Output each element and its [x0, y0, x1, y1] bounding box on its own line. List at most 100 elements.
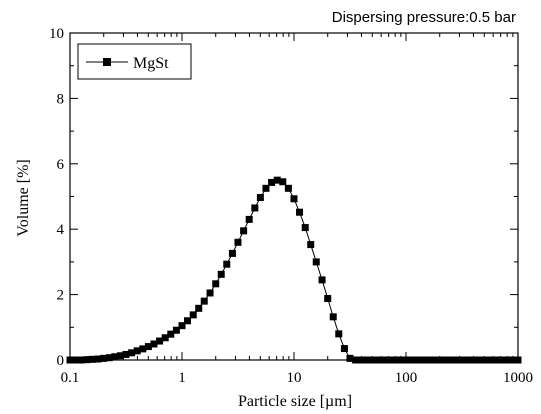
data-point	[144, 343, 152, 351]
data-point	[324, 295, 332, 303]
data-point	[161, 334, 169, 342]
data-point	[116, 352, 124, 360]
x-tick-label: 100	[395, 370, 418, 386]
data-point	[413, 356, 421, 364]
data-point	[441, 356, 449, 364]
data-point	[385, 356, 393, 364]
data-point	[105, 354, 113, 362]
data-point	[357, 356, 365, 364]
data-point	[430, 356, 438, 364]
series-layer	[66, 176, 522, 364]
data-point	[178, 322, 186, 330]
data-point	[212, 280, 220, 288]
data-point	[508, 356, 516, 364]
data-point	[111, 353, 119, 361]
data-point	[486, 356, 494, 364]
x-tick-label: 10	[287, 370, 302, 386]
data-point	[273, 176, 281, 184]
data-point	[436, 356, 444, 364]
data-point	[88, 355, 96, 363]
data-point	[251, 204, 259, 212]
legend-label-mgst: MgSt	[133, 55, 169, 72]
data-point	[492, 356, 500, 364]
y-tick-label: 2	[57, 288, 65, 304]
data-point	[363, 356, 371, 364]
data-point	[66, 356, 74, 364]
data-point	[245, 215, 253, 223]
y-tick-label: 8	[57, 91, 65, 107]
data-point	[368, 356, 376, 364]
data-point	[139, 345, 147, 353]
y-tick-label: 4	[57, 222, 65, 238]
data-point	[301, 224, 309, 232]
data-point	[307, 241, 315, 249]
data-point	[380, 356, 388, 364]
series-line-mgst	[70, 179, 518, 361]
data-point	[290, 195, 298, 203]
data-point	[396, 356, 404, 364]
data-point	[284, 184, 292, 192]
data-point	[458, 356, 466, 364]
data-point	[374, 356, 382, 364]
data-point	[318, 276, 326, 284]
data-point	[346, 354, 354, 362]
data-point	[83, 356, 91, 364]
data-point	[100, 354, 108, 362]
data-point	[223, 260, 231, 268]
x-axis-title: Particle size [µm]	[238, 393, 352, 410]
data-point	[256, 193, 264, 201]
data-point	[335, 330, 343, 338]
data-point	[200, 297, 208, 305]
data-point	[206, 289, 214, 297]
y-tick-label: 6	[57, 157, 65, 173]
data-point	[391, 356, 399, 364]
data-point	[156, 337, 164, 345]
data-point	[128, 349, 136, 357]
data-point	[464, 356, 472, 364]
data-point	[268, 178, 276, 186]
data-point	[234, 238, 242, 246]
data-point	[189, 311, 197, 319]
data-point	[480, 356, 488, 364]
x-tick-label: 1000	[503, 370, 533, 386]
data-point	[408, 356, 416, 364]
data-point	[240, 227, 248, 235]
data-point	[296, 208, 304, 216]
legend: MgSt	[77, 43, 192, 80]
data-point	[447, 356, 455, 364]
data-point	[184, 317, 192, 325]
data-point	[424, 356, 432, 364]
data-point	[469, 356, 477, 364]
data-point	[514, 356, 522, 364]
data-point	[262, 184, 270, 192]
y-tick-label: 0	[57, 353, 65, 369]
data-point	[94, 355, 102, 363]
data-point	[228, 249, 236, 257]
data-point	[503, 356, 511, 364]
data-point	[340, 345, 348, 353]
data-point	[133, 347, 141, 355]
legend-marker	[103, 58, 111, 66]
data-point	[217, 270, 225, 278]
data-point	[452, 356, 460, 364]
data-point	[419, 356, 427, 364]
data-point	[402, 356, 410, 364]
data-point	[312, 258, 320, 266]
data-point	[122, 350, 130, 358]
x-tick-label: 0.1	[61, 370, 80, 386]
data-point	[279, 178, 287, 186]
data-point	[329, 313, 337, 321]
data-point	[150, 340, 158, 348]
ticks-layer: 0.1 1 10 100 1000 0 2 4 6 8 10	[49, 26, 533, 386]
chart-annotation: Dispersing pressure:0.5 bar	[332, 9, 516, 26]
x-tick-label: 1	[178, 370, 186, 386]
data-point	[72, 356, 80, 364]
data-point	[497, 356, 505, 364]
data-point	[475, 356, 483, 364]
data-point	[352, 356, 360, 364]
data-point	[172, 326, 180, 334]
y-axis-title: Volume [%]	[15, 159, 32, 236]
data-point	[195, 304, 203, 312]
